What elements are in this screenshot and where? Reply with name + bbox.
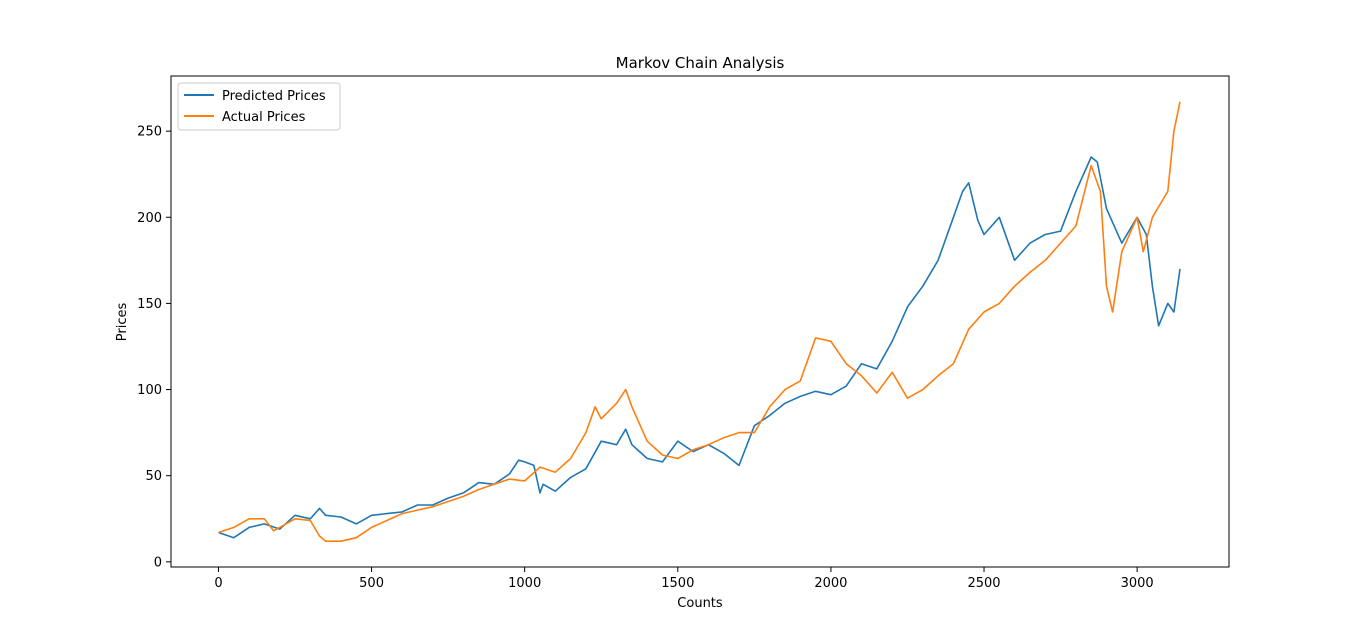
series-line-1 bbox=[218, 101, 1181, 543]
x-tick-label: 0 bbox=[214, 576, 222, 591]
legend: Predicted Prices Actual Prices bbox=[177, 82, 341, 131]
legend-label-predicted: Predicted Prices bbox=[222, 89, 326, 104]
plot-area bbox=[170, 75, 1230, 568]
x-axis-label: Counts bbox=[677, 596, 723, 611]
y-tick-label: 150 bbox=[137, 297, 162, 312]
x-tick-label: 1500 bbox=[661, 576, 694, 591]
chart-title: Markov Chain Analysis bbox=[616, 54, 785, 72]
y-tick-label: 250 bbox=[137, 125, 162, 140]
y-tick-label: 50 bbox=[145, 469, 162, 484]
legend-label-actual: Actual Prices bbox=[222, 110, 306, 125]
legend-box bbox=[177, 82, 341, 131]
x-tick-label: 1000 bbox=[508, 576, 541, 591]
x-tick-label: 500 bbox=[359, 576, 384, 591]
y-tick-label: 100 bbox=[137, 383, 162, 398]
x-tick-label: 3000 bbox=[1121, 576, 1154, 591]
series-line-0 bbox=[218, 156, 1181, 539]
y-tick-label: 200 bbox=[137, 211, 162, 226]
y-axis: 0 50 100 150 200 250 bbox=[137, 125, 171, 570]
y-axis-label: Prices bbox=[115, 303, 130, 342]
y-tick-label: 0 bbox=[154, 555, 162, 570]
series-layer bbox=[218, 101, 1181, 543]
x-axis: 0 500 1000 1500 2000 2500 3000 bbox=[214, 567, 1154, 591]
x-tick-label: 2500 bbox=[967, 576, 1000, 591]
x-tick-label: 2000 bbox=[814, 576, 847, 591]
plot-frame bbox=[170, 75, 1230, 568]
